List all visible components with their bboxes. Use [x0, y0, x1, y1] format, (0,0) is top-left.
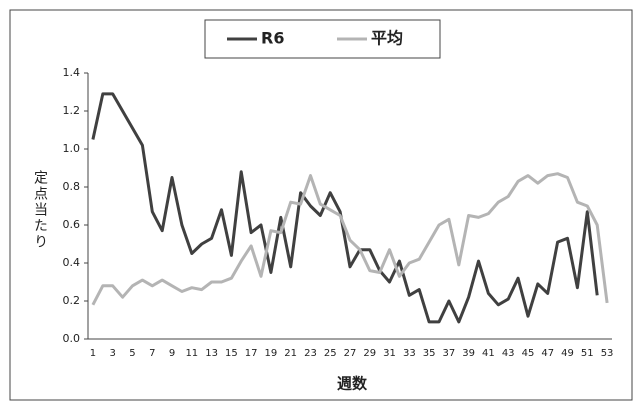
x-tick-label: 11 — [185, 348, 198, 359]
x-tick-label: 7 — [149, 348, 155, 359]
x-tick-label: 9 — [169, 348, 175, 359]
y-tick-label: 0.0 — [63, 332, 81, 345]
x-tick-label: 41 — [482, 348, 495, 359]
y-tick-label: 1.2 — [63, 104, 81, 117]
x-tick-label: 37 — [443, 348, 456, 359]
x-tick-label: 3 — [110, 348, 116, 359]
x-tick-label: 45 — [522, 348, 535, 359]
x-tick-label: 33 — [403, 348, 416, 359]
x-axis-label: 週数 — [337, 375, 368, 393]
x-tick-label: 39 — [462, 348, 475, 359]
x-tick-label: 15 — [225, 348, 238, 359]
x-tick-label: 13 — [205, 348, 218, 359]
x-tick-label: 19 — [265, 348, 278, 359]
x-tick-label: 1 — [90, 348, 96, 359]
x-tick-label: 25 — [324, 348, 337, 359]
x-tick-label: 53 — [601, 348, 614, 359]
y-tick-label: 0.8 — [63, 180, 81, 193]
x-tick-label: 31 — [383, 348, 396, 359]
x-tick-label: 35 — [423, 348, 436, 359]
y-tick-label: 1.4 — [63, 66, 81, 79]
x-tick-label: 49 — [561, 348, 574, 359]
y-tick-label: 0.6 — [63, 218, 81, 231]
series-line — [91, 92, 599, 324]
y-axis-label: 定点当たり — [32, 170, 48, 250]
x-tick-label: 43 — [502, 348, 515, 359]
y-tick-label: 1.0 — [63, 142, 81, 155]
y-tick-label: 0.2 — [63, 294, 81, 307]
series-line — [91, 172, 609, 306]
x-tick-label: 51 — [581, 348, 594, 359]
legend-label: R6 — [261, 29, 284, 48]
y-tick-label: 0.4 — [63, 256, 81, 269]
x-tick-label: 27 — [344, 348, 357, 359]
legend-label: 平均 — [371, 29, 403, 48]
x-tick-label: 21 — [284, 348, 297, 359]
x-tick-label: 47 — [541, 348, 554, 359]
x-tick-label: 29 — [363, 348, 376, 359]
x-tick-label: 17 — [245, 348, 258, 359]
x-tick-label: 23 — [304, 348, 317, 359]
x-tick-label: 5 — [129, 348, 135, 359]
